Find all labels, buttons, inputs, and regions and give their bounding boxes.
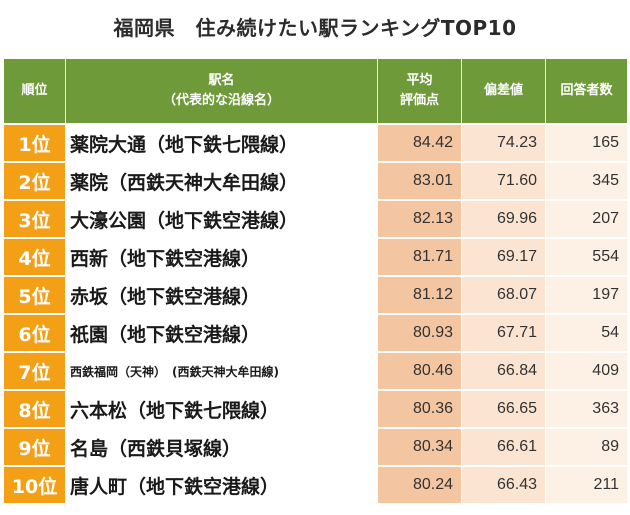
station-cell: 赤坂（地下鉄空港線） — [65, 275, 378, 315]
respondents-cell: 89 — [545, 427, 628, 467]
average-score-cell: 81.12 — [377, 275, 462, 315]
header-average-line2: 評価点 — [399, 93, 439, 108]
header-station: 駅名 （代表的な沿線名） — [65, 58, 378, 125]
table-row: 8位 六本松（地下鉄七隈線） 80.36 66.65 363 — [3, 389, 628, 429]
deviation-cell: 66.84 — [461, 351, 546, 391]
respondents-cell: 554 — [545, 237, 628, 277]
average-score-cell: 83.01 — [377, 161, 462, 201]
rank-cell: 5位 — [3, 275, 66, 315]
station-cell: 薬院大通（地下鉄七隈線） — [65, 123, 378, 163]
rank-cell: 9位 — [3, 427, 66, 467]
deviation-cell: 66.61 — [461, 427, 546, 467]
ranking-table: 順位 駅名 （代表的な沿線名） 平均 評価点 偏差値 回答者数 1位 薬院大通（… — [3, 58, 628, 504]
rank-cell: 8位 — [3, 389, 66, 429]
table-row: 5位 赤坂（地下鉄空港線） 81.12 68.07 197 — [3, 275, 628, 315]
header-respondents: 回答者数 — [545, 58, 628, 125]
rank-cell: 1位 — [3, 123, 66, 163]
respondents-cell: 211 — [545, 465, 628, 504]
average-score-cell: 82.13 — [377, 199, 462, 239]
average-score-cell: 80.24 — [377, 465, 462, 504]
table-row: 4位 西新（地下鉄空港線） 81.71 69.17 554 — [3, 237, 628, 277]
table-row: 10位 唐人町（地下鉄空港線） 80.24 66.43 211 — [3, 465, 628, 504]
deviation-cell: 67.71 — [461, 313, 546, 353]
rank-cell: 4位 — [3, 237, 66, 277]
table-row: 3位 大濠公園（地下鉄空港線） 82.13 69.96 207 — [3, 199, 628, 239]
table-row: 9位 名島（西鉄貝塚線） 80.34 66.61 89 — [3, 427, 628, 467]
rank-cell: 3位 — [3, 199, 66, 239]
table-row: 1位 薬院大通（地下鉄七隈線） 84.42 74.23 165 — [3, 123, 628, 163]
header-deviation-label: 偏差値 — [483, 82, 523, 98]
station-cell: 六本松（地下鉄七隈線） — [65, 389, 378, 429]
table-row: 2位 薬院（西鉄天神大牟田線） 83.01 71.60 345 — [3, 161, 628, 201]
average-score-cell: 80.46 — [377, 351, 462, 391]
rank-cell: 10位 — [3, 465, 66, 504]
respondents-cell: 345 — [545, 161, 628, 201]
rank-cell: 2位 — [3, 161, 66, 201]
table-row: 7位 西鉄福岡（天神） (西鉄天神大牟田線) 80.46 66.84 409 — [3, 351, 628, 391]
header-respondents-label: 回答者数 — [560, 82, 613, 98]
station-cell: 祇園（地下鉄空港線） — [65, 313, 378, 353]
header-average-line1: 平均 — [406, 72, 433, 88]
respondents-cell: 207 — [545, 199, 628, 239]
deviation-cell: 74.23 — [461, 123, 546, 163]
respondents-cell: 197 — [545, 275, 628, 315]
rank-cell: 6位 — [3, 313, 66, 353]
station-cell: 西鉄福岡（天神） (西鉄天神大牟田線) — [65, 351, 378, 391]
table-row: 6位 祇園（地下鉄空港線） 80.93 67.71 54 — [3, 313, 628, 353]
deviation-cell: 71.60 — [461, 161, 546, 201]
deviation-cell: 69.17 — [461, 237, 546, 277]
average-score-cell: 80.93 — [377, 313, 462, 353]
station-cell: 西新（地下鉄空港線） — [65, 237, 378, 277]
respondents-cell: 54 — [545, 313, 628, 353]
station-cell: 薬院（西鉄天神大牟田線） — [65, 161, 378, 201]
header-average: 平均 評価点 — [377, 58, 462, 125]
rank-cell: 7位 — [3, 351, 66, 391]
average-score-cell: 84.42 — [377, 123, 462, 163]
respondents-cell: 409 — [545, 351, 628, 391]
deviation-cell: 69.96 — [461, 199, 546, 239]
deviation-cell: 68.07 — [461, 275, 546, 315]
respondents-cell: 165 — [545, 123, 628, 163]
header-rank: 順位 — [3, 58, 66, 125]
deviation-cell: 66.43 — [461, 465, 546, 504]
header-rank-label: 順位 — [21, 82, 48, 98]
average-score-cell: 80.36 — [377, 389, 462, 429]
average-score-cell: 80.34 — [377, 427, 462, 467]
respondents-cell: 363 — [545, 389, 628, 429]
header-deviation: 偏差値 — [461, 58, 546, 125]
station-cell: 名島（西鉄貝塚線） — [65, 427, 378, 467]
header-station-sublabel: （代表的な沿線名） — [162, 93, 280, 108]
table-header-row: 順位 駅名 （代表的な沿線名） 平均 評価点 偏差値 回答者数 — [3, 58, 628, 125]
station-cell: 大濠公園（地下鉄空港線） — [65, 199, 378, 239]
deviation-cell: 66.65 — [461, 389, 546, 429]
page-title: 福岡県 住み続けたい駅ランキングTOP10 — [113, 15, 517, 40]
average-score-cell: 81.71 — [377, 237, 462, 277]
station-cell: 唐人町（地下鉄空港線） — [65, 465, 378, 504]
header-station-label: 駅名 — [208, 72, 235, 88]
